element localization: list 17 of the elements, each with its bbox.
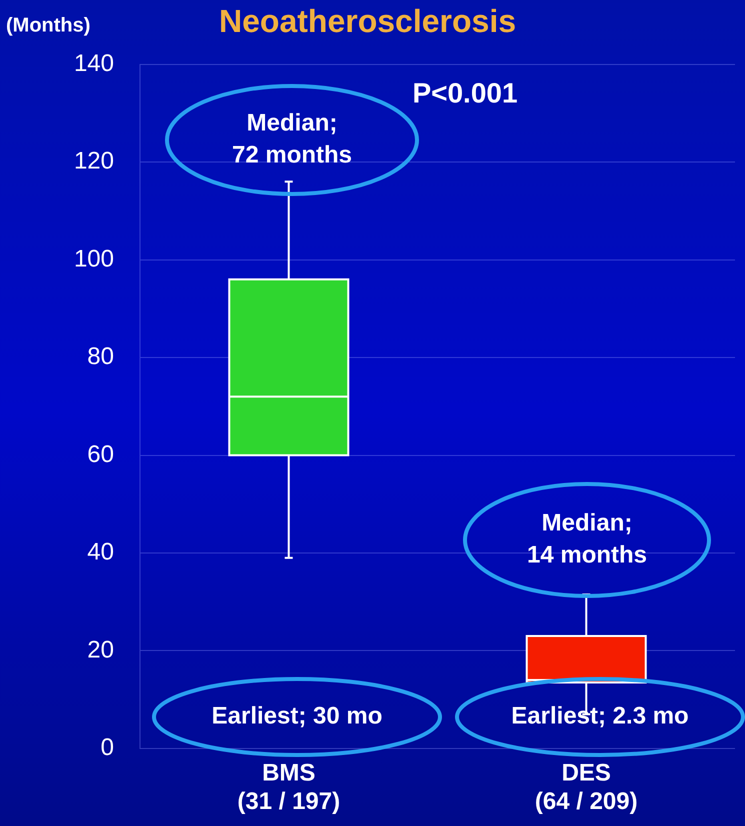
annotation: Earliest; 2.3 mo xyxy=(511,702,689,730)
y-tick-label: 40 xyxy=(87,538,114,566)
y-tick-label: 80 xyxy=(87,343,114,370)
annotation: P<0.001 xyxy=(412,78,518,109)
y-tick-label: 60 xyxy=(87,440,114,468)
chart-title: Neoatherosclerosis xyxy=(218,3,516,40)
annotation: Earliest; 30 mo xyxy=(212,702,382,730)
y-tick-label: 0 xyxy=(100,734,114,762)
y-axis-title: (Months) xyxy=(6,14,90,37)
y-tick-label: 100 xyxy=(74,245,114,272)
y-tick-label: 140 xyxy=(74,50,114,78)
y-tick-label: 120 xyxy=(74,148,114,175)
x-tick-label: DES (64 / 209) xyxy=(534,759,638,816)
annotation: Median; 14 months xyxy=(526,510,648,569)
y-tick-label: 20 xyxy=(87,636,114,664)
x-tick-label: BMS (31 / 197) xyxy=(237,759,340,816)
annotation: Median; 72 months xyxy=(232,110,352,169)
